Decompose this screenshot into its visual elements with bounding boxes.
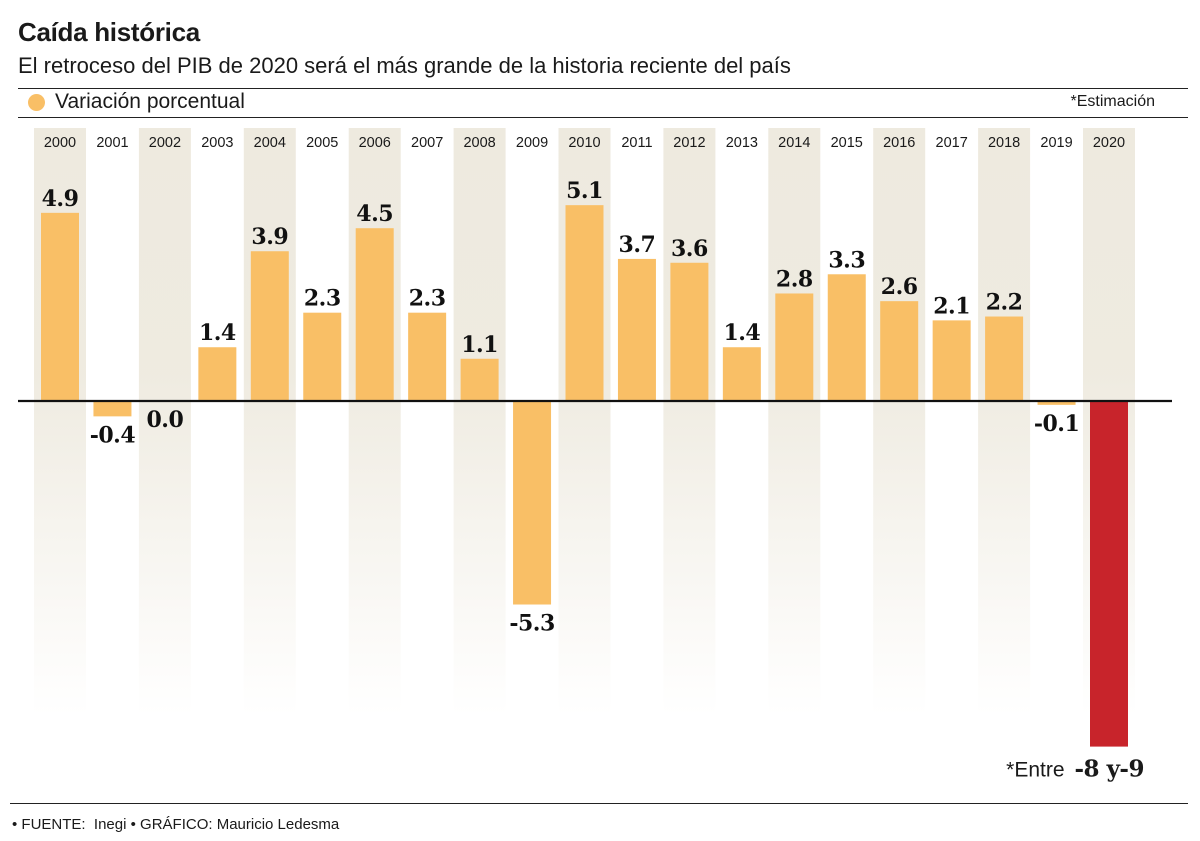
year-label-2011: 2011 — [621, 135, 652, 151]
header-rule-bottom — [18, 117, 1188, 118]
column-band-2016 — [873, 128, 926, 716]
bar-2006 — [355, 228, 394, 401]
year-label-2003: 2003 — [201, 135, 233, 151]
bar-2010 — [565, 205, 604, 401]
source-credit: • FUENTE: Inegi • GRÁFICO: Mauricio Lede… — [12, 816, 340, 833]
column-band-2002 — [138, 128, 191, 716]
year-label-2008: 2008 — [463, 135, 495, 151]
legend: Variación porcentual — [28, 89, 245, 115]
year-label-2001: 2001 — [96, 135, 128, 151]
value-label-2006: 4.5 — [356, 201, 393, 227]
value-label-2005: 2.3 — [304, 286, 341, 312]
value-label-2019: -0.1 — [1034, 411, 1079, 437]
year-label-2017: 2017 — [936, 135, 968, 151]
bar-2007 — [408, 312, 447, 401]
year-label-2014: 2014 — [778, 135, 810, 151]
bar-2018 — [985, 316, 1024, 401]
bar-2001 — [93, 401, 132, 417]
value-labels: 4.9 -0.4 0.0 1.4 3.9 2.3 4.5 2.3 1.1 -5.3 5.1 3.7 3.… — [42, 178, 1145, 783]
header-rule-top — [18, 88, 1188, 89]
year-label-2002: 2002 — [149, 135, 181, 151]
value-label-2010: 5.1 — [566, 178, 603, 204]
value-label-2004: 3.9 — [251, 224, 288, 250]
value-label-2001: -0.4 — [90, 422, 136, 448]
bar-2014 — [775, 293, 814, 401]
footer-rule — [10, 803, 1188, 804]
year-label-2013: 2013 — [726, 135, 758, 151]
value-label-2020: *Entre -8 y-9 — [1006, 756, 1144, 783]
bar-2017 — [932, 320, 971, 401]
bar-2004 — [250, 251, 289, 401]
legend-label: Variación porcentual — [55, 90, 245, 113]
column-band-2014 — [768, 128, 821, 716]
year-label-2010: 2010 — [568, 135, 600, 151]
year-label-2000: 2000 — [44, 135, 76, 151]
bar-2019 — [1037, 401, 1076, 405]
estimate-prefix: *Entre — [1006, 759, 1064, 782]
year-label-2004: 2004 — [254, 135, 286, 151]
value-label-2008: 1.1 — [461, 332, 498, 358]
bar-2016 — [880, 301, 919, 401]
year-label-2015: 2015 — [831, 135, 863, 151]
value-label-2014: 2.8 — [776, 266, 813, 292]
value-label-2000: 4.9 — [42, 186, 79, 212]
bar-2000 — [41, 212, 79, 401]
year-label-2006: 2006 — [359, 135, 391, 151]
column-band-2004 — [243, 128, 296, 716]
value-label-2016: 2.6 — [881, 274, 918, 300]
value-label-2018: 2.2 — [986, 290, 1023, 316]
estimate-note: *Estimación — [1070, 93, 1155, 110]
value-label-2002: 0.0 — [147, 407, 184, 433]
year-label-2020: 2020 — [1093, 135, 1125, 151]
bars — [41, 205, 1128, 747]
bar-2003 — [198, 347, 237, 401]
value-label-2017: 2.1 — [933, 293, 970, 319]
year-label-2019: 2019 — [1040, 135, 1072, 151]
bar-2020 — [1090, 401, 1128, 747]
bar-2012 — [670, 262, 709, 401]
bar-2015 — [827, 274, 866, 401]
year-labels: 2000 2001 2002 2003 2004 2005 2006 2007 2008 2009… — [44, 135, 1125, 151]
year-label-2009: 2009 — [516, 135, 548, 151]
bar-2005 — [303, 312, 342, 401]
value-label-2003: 1.4 — [199, 320, 236, 346]
column-band-2006 — [348, 128, 401, 716]
bar-2013 — [722, 347, 761, 401]
value-label-2015: 3.3 — [828, 247, 865, 273]
column-band-2008 — [453, 128, 506, 716]
value-label-2007: 2.3 — [409, 286, 446, 312]
year-label-2007: 2007 — [411, 135, 443, 151]
year-label-2016: 2016 — [883, 135, 915, 151]
legend-swatch — [28, 93, 45, 111]
year-label-2018: 2018 — [988, 135, 1020, 151]
bar-2008 — [460, 358, 499, 401]
chart-subtitle: El retroceso del PIB de 2020 será el más… — [18, 53, 791, 78]
column-band-2012 — [663, 128, 716, 716]
bar-2011 — [617, 258, 656, 401]
value-label-2012: 3.6 — [671, 236, 708, 262]
year-label-2005: 2005 — [306, 135, 338, 151]
chart-title: Caída histórica — [18, 17, 200, 47]
value-label-2009: -5.3 — [509, 611, 554, 637]
value-label-2013: 1.4 — [723, 320, 760, 346]
column-band-2018 — [978, 128, 1031, 716]
bar-2009 — [513, 401, 552, 605]
value-label-2011: 3.7 — [619, 232, 656, 258]
estimate-range: -8 y-9 — [1075, 756, 1144, 783]
year-label-2012: 2012 — [673, 135, 705, 151]
